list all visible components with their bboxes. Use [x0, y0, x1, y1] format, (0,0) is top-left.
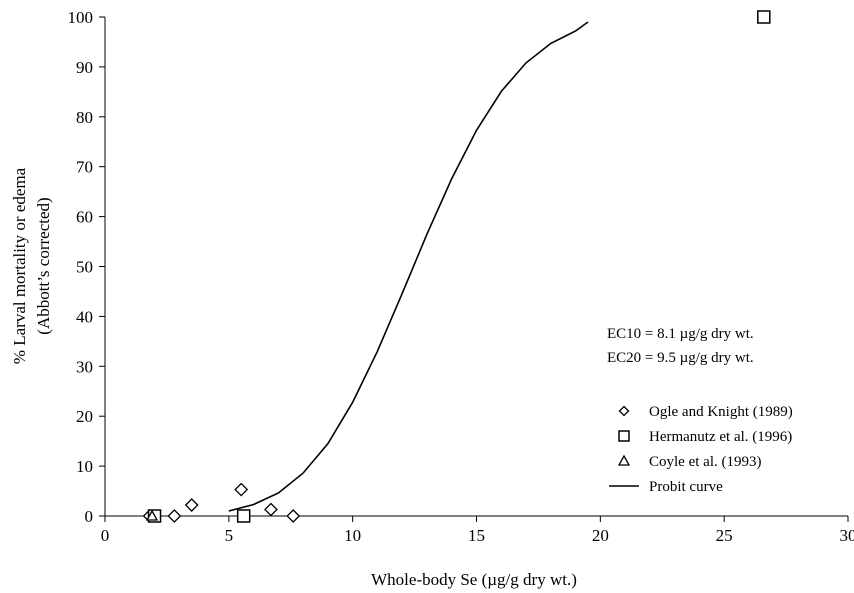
legend-label: Hermanutz et al. (1996) [649, 429, 792, 445]
x-tick-label: 10 [344, 526, 361, 545]
legend-square-marker [618, 430, 630, 442]
probit-curve [228, 21, 589, 512]
annotation-ec20: EC20 = 9.5 µg/g dry wt. [607, 350, 754, 366]
legend-triangle-marker [617, 454, 631, 466]
x-tick-label: 15 [468, 526, 485, 545]
y-tick-label: 20 [76, 407, 93, 426]
diamond-point [167, 509, 182, 523]
x-tick-label: 30 [840, 526, 854, 545]
legend-label: Coyle et al. (1993) [649, 454, 761, 470]
y-tick-label: 100 [68, 8, 94, 27]
diamond-point [286, 509, 301, 523]
x-axis-label: Whole-body Se (µg/g dry wt.) [371, 570, 577, 589]
square-point [236, 509, 251, 523]
y-tick-label: 30 [76, 357, 93, 376]
y-tick-label: 70 [76, 158, 93, 177]
square-point [757, 10, 771, 24]
legend-label: Ogle and Knight (1989) [649, 404, 793, 420]
y-axis-label-line2: (Abbott’s corrected) [34, 197, 53, 334]
y-tick-label: 60 [76, 208, 93, 227]
annotation-ec10: EC10 = 8.1 µg/g dry wt. [607, 326, 754, 342]
x-tick-label: 20 [592, 526, 609, 545]
legend-label: Probit curve [649, 479, 723, 495]
probit-curve-group [228, 21, 589, 512]
legend: Ogle and Knight (1989) Hermanutz et al. (… [609, 404, 793, 495]
x-tick-label: 5 [225, 526, 234, 545]
y-tick-label: 50 [76, 258, 93, 277]
y-tick-label: 10 [76, 457, 93, 476]
marker-group [142, 10, 771, 523]
diamond-point [264, 502, 278, 517]
y-tick-label: 0 [85, 507, 94, 526]
tick-group: 0 5 10 15 20 25 30 0 10 20 30 40 50 60 70 80 90 100 [68, 8, 854, 545]
x-tick-label: 0 [101, 526, 110, 545]
diamond-point [184, 498, 199, 512]
y-axis-label-line1: % Larval mortality or edema [10, 167, 29, 364]
diamond-point [234, 482, 249, 497]
legend-diamond-marker [618, 405, 630, 417]
x-tick-label: 25 [716, 526, 733, 545]
y-tick-label: 90 [76, 58, 93, 77]
y-tick-label: 40 [76, 307, 93, 326]
triangle-point [145, 509, 159, 521]
y-tick-label: 80 [76, 108, 93, 127]
